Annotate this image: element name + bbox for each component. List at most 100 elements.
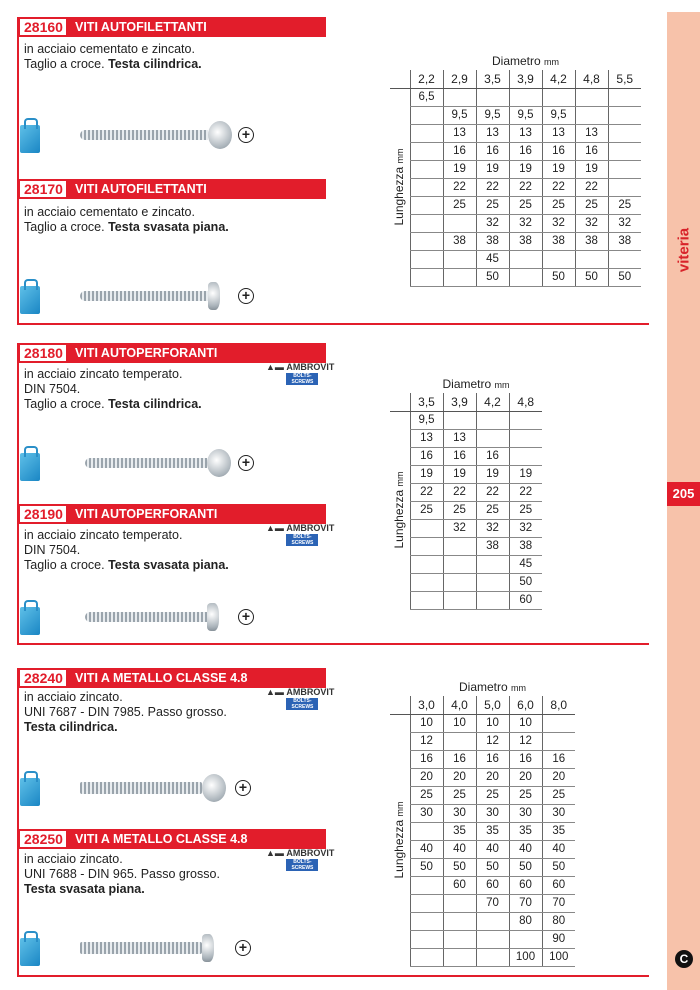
header-row: 3,5 3,9 4,2 4,8 bbox=[390, 393, 542, 412]
length-cell: 20 bbox=[442, 768, 476, 787]
phillips-icon: + bbox=[235, 780, 251, 796]
screw-head bbox=[202, 774, 226, 802]
diameter-header: 8,0 bbox=[541, 696, 575, 715]
diameter-header: 2,2 bbox=[409, 70, 443, 89]
table-row: 60 60 60 60 bbox=[390, 876, 575, 895]
table-row: 9,5 bbox=[390, 411, 542, 430]
screw-image bbox=[80, 942, 202, 954]
length-cell: 16 bbox=[475, 142, 509, 161]
length-cell: 35 bbox=[541, 822, 575, 841]
length-cell: 10 bbox=[508, 714, 542, 733]
bag-icon bbox=[20, 446, 40, 481]
product-code: 28160 bbox=[20, 19, 66, 35]
length-cell bbox=[607, 142, 641, 161]
description-line: DIN 7504. bbox=[24, 543, 81, 557]
length-cell bbox=[607, 160, 641, 179]
description-text: Taglio a croce. bbox=[24, 220, 109, 234]
length-cell bbox=[607, 106, 641, 125]
length-cell: 100 bbox=[508, 948, 542, 967]
length-cell bbox=[607, 88, 641, 107]
ambrovit-logo: ▲▬ AMBROVIT BOLTS-SCREWS bbox=[266, 848, 335, 871]
length-cell bbox=[574, 106, 608, 125]
length-cell: 13 bbox=[409, 429, 443, 448]
length-cell: 9,5 bbox=[541, 106, 575, 125]
ambrovit-logo: ▲▬ AMBROVIT BOLTS-SCREWS bbox=[266, 523, 335, 546]
length-cell bbox=[442, 268, 476, 287]
table-row: 20 20 20 20 20 bbox=[390, 768, 575, 787]
length-cell bbox=[442, 214, 476, 233]
diameter-header: 4,8 bbox=[508, 393, 542, 412]
length-cell: 25 bbox=[541, 196, 575, 215]
product-code: 28250 bbox=[20, 831, 66, 847]
length-cell bbox=[409, 930, 443, 949]
length-cell: 38 bbox=[475, 537, 509, 556]
diameter-label: Diametro mm bbox=[442, 377, 510, 391]
diameter-header: 4,2 bbox=[475, 393, 509, 412]
length-cell: 38 bbox=[508, 232, 542, 251]
length-cell: 12 bbox=[475, 732, 509, 751]
length-cell: 32 bbox=[508, 214, 542, 233]
length-cell: 16 bbox=[442, 447, 476, 466]
product-description: in acciaio zincato temperato. DIN 7504. Ta… bbox=[24, 528, 229, 573]
head-type: Testa svasata piana. bbox=[108, 558, 229, 572]
length-cell bbox=[442, 250, 476, 269]
description-line: in acciaio cementato e zincato. bbox=[24, 42, 195, 56]
ambrovit-logo: ▲▬ AMBROVIT BOLTS-SCREWS bbox=[266, 362, 335, 385]
length-cell: 45 bbox=[475, 250, 509, 269]
length-cell bbox=[409, 591, 443, 610]
length-cell: 13 bbox=[508, 124, 542, 143]
length-cell: 38 bbox=[442, 232, 476, 251]
diameter-header: 3,5 bbox=[475, 70, 509, 89]
head-type: Testa cilindrica. bbox=[108, 397, 202, 411]
length-cell: 22 bbox=[409, 483, 443, 502]
length-cell: 70 bbox=[541, 894, 575, 913]
length-cell bbox=[409, 876, 443, 895]
category-label: viteria bbox=[675, 227, 692, 273]
length-cell: 35 bbox=[442, 822, 476, 841]
length-cell: 60 bbox=[508, 876, 542, 895]
diameter-header: 5,5 bbox=[607, 70, 641, 89]
length-cell: 19 bbox=[508, 160, 542, 179]
screw-head bbox=[202, 934, 214, 962]
description-text: Taglio a croce. bbox=[24, 57, 109, 71]
length-cell: 16 bbox=[442, 750, 476, 769]
table-row: 50 50 50 50 bbox=[390, 268, 641, 287]
length-cell: 32 bbox=[607, 214, 641, 233]
table-row: 38 38 bbox=[390, 537, 542, 556]
head-type: Testa cilindrica. bbox=[24, 720, 118, 734]
length-cell: 12 bbox=[508, 732, 542, 751]
length-cell: 10 bbox=[409, 714, 443, 733]
length-cell: 16 bbox=[409, 750, 443, 769]
length-cell bbox=[409, 142, 443, 161]
length-cell bbox=[541, 250, 575, 269]
length-cell bbox=[508, 411, 542, 430]
screw-image bbox=[80, 782, 202, 794]
length-cell: 25 bbox=[475, 786, 509, 805]
table-row: 9,5 9,5 9,5 9,5 bbox=[390, 106, 641, 125]
length-cell bbox=[409, 912, 443, 931]
length-cell: 40 bbox=[475, 840, 509, 859]
bag-icon bbox=[20, 600, 40, 635]
length-cell: 25 bbox=[574, 196, 608, 215]
length-cell: 40 bbox=[508, 840, 542, 859]
product-title: VITI A METALLO CLASSE 4.8 bbox=[75, 671, 248, 685]
length-cell: 30 bbox=[409, 804, 443, 823]
description-line: UNI 7687 - DIN 7985. Passo grosso. bbox=[24, 705, 227, 719]
length-cell bbox=[409, 160, 443, 179]
table-row: 16 16 16 16 16 bbox=[390, 750, 575, 769]
corner-mark-icon: C bbox=[675, 950, 693, 968]
length-cell: 25 bbox=[442, 786, 476, 805]
length-cell: 38 bbox=[574, 232, 608, 251]
length-cell: 32 bbox=[574, 214, 608, 233]
length-cell bbox=[442, 555, 476, 574]
length-cell: 16 bbox=[508, 142, 542, 161]
length-cell: 70 bbox=[475, 894, 509, 913]
length-cell bbox=[442, 732, 476, 751]
product-header: 28160 VITI AUTOFILETTANTI bbox=[17, 17, 326, 37]
table-row: 50 bbox=[390, 573, 542, 592]
table-row: 100 100 bbox=[390, 948, 575, 967]
length-cell: 32 bbox=[475, 519, 509, 538]
table-row: 19 19 19 19 19 bbox=[390, 160, 641, 179]
length-cell: 50 bbox=[508, 858, 542, 877]
description-line: in acciaio zincato. bbox=[24, 690, 123, 704]
